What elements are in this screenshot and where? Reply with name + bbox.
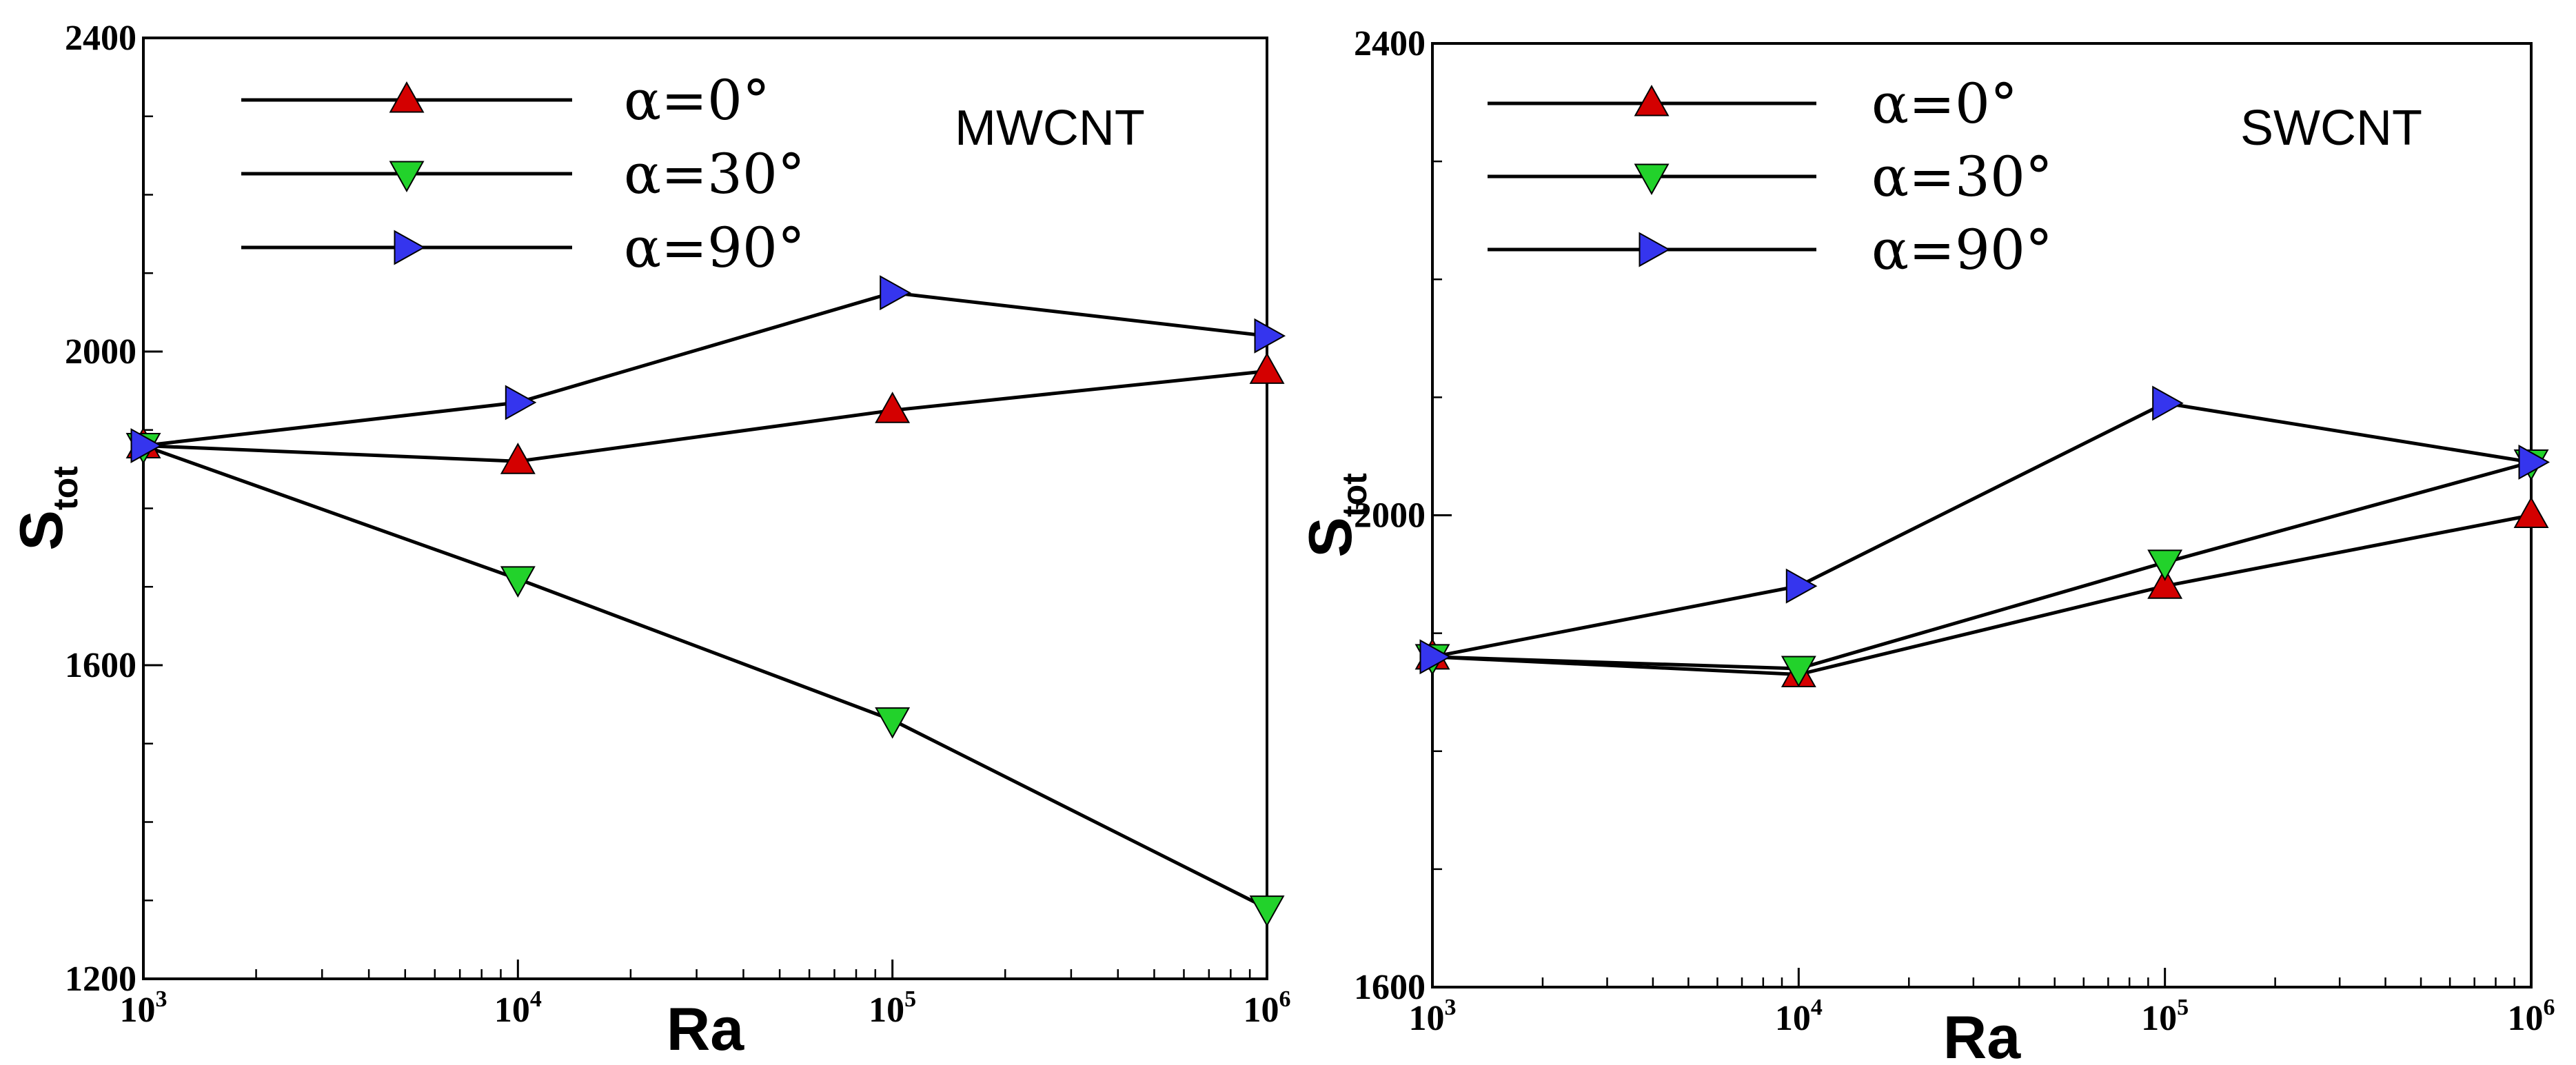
y-tick-label: 2000 <box>1354 496 1426 536</box>
panel-label: SWCNT <box>2240 101 2422 156</box>
x-tick-label: 104 <box>494 986 542 1030</box>
legend-marker-3 <box>394 230 426 265</box>
y-tick-label: 2000 <box>65 332 136 372</box>
series-3-point-4 <box>2518 444 2550 480</box>
chart-panel-2: 1600 2000 2400 103 104 105 106 Ra Stot α=0° α=30° α… <box>1296 24 2555 1065</box>
legend-label-1: α=0° <box>1872 72 2018 136</box>
legend-label-3: α=90° <box>624 216 805 280</box>
legend-label-2: α=30° <box>1872 145 2053 209</box>
x-tick-label: 103 <box>1409 995 1457 1038</box>
y-axis-title: Stot <box>7 466 85 551</box>
series-1-point-4 <box>2513 496 2549 528</box>
x-tick-label: 106 <box>1244 986 1291 1030</box>
legend-label-3: α=90° <box>1872 218 2053 282</box>
x-tick-label: 105 <box>869 986 916 1030</box>
series-3-point-2 <box>505 385 537 420</box>
series-line-2 <box>1432 460 2532 671</box>
y-tick-label: 1600 <box>1354 968 1426 1007</box>
series-line-2 <box>143 444 1268 910</box>
y-tick-label: 2400 <box>65 19 136 58</box>
y-axis-title: Stot <box>1296 473 1374 558</box>
legend-marker-3 <box>1639 232 1671 267</box>
legend-marker-2 <box>389 161 425 193</box>
series-2-point-3 <box>875 707 911 739</box>
series-2-point-2 <box>1781 656 1816 688</box>
legend-label-2: α=30° <box>624 142 805 206</box>
series-line-1 <box>1432 514 2532 677</box>
series-3-point-1 <box>130 428 163 464</box>
series-3-point-3 <box>880 275 911 311</box>
series-2-point-3 <box>2147 549 2183 581</box>
series-3-point-4 <box>1254 318 1286 354</box>
x-axis-title: Ra <box>1943 1003 2022 1065</box>
series-3-point-1 <box>1419 639 1452 675</box>
panel-label: MWCNT <box>955 101 1145 156</box>
series-line-1 <box>143 369 1268 463</box>
y-tick-label: 2400 <box>1354 24 1426 63</box>
series-line-3 <box>1432 401 2532 659</box>
series-1-point-3 <box>875 392 911 423</box>
chart-panel-1: 1200 1600 2000 2400 103 104 105 106 Ra Stot α=0° α=… <box>7 19 1291 1063</box>
series-1-point-2 <box>500 443 536 474</box>
y-tick-label: 1200 <box>65 960 136 999</box>
x-axis-title: Ra <box>667 995 745 1063</box>
series-2-point-2 <box>500 566 536 598</box>
x-tick-label: 103 <box>120 986 168 1030</box>
y-tick-label: 1600 <box>65 646 136 685</box>
legend-marker-2 <box>1634 163 1670 196</box>
series-2-point-4 <box>1249 895 1285 927</box>
series-3-point-2 <box>1785 568 1818 604</box>
legend-marker-1 <box>389 81 425 113</box>
series-1-point-4 <box>1249 352 1285 384</box>
x-tick-label: 104 <box>1775 995 1823 1038</box>
legend-label-1: α=0° <box>624 68 770 132</box>
series-line-3 <box>143 291 1268 447</box>
x-tick-label: 105 <box>2141 995 2189 1038</box>
series-3-point-3 <box>2152 385 2184 421</box>
x-tick-label: 106 <box>2508 995 2555 1038</box>
legend-marker-1 <box>1634 84 1670 116</box>
series-1-point-3 <box>2147 567 2183 599</box>
